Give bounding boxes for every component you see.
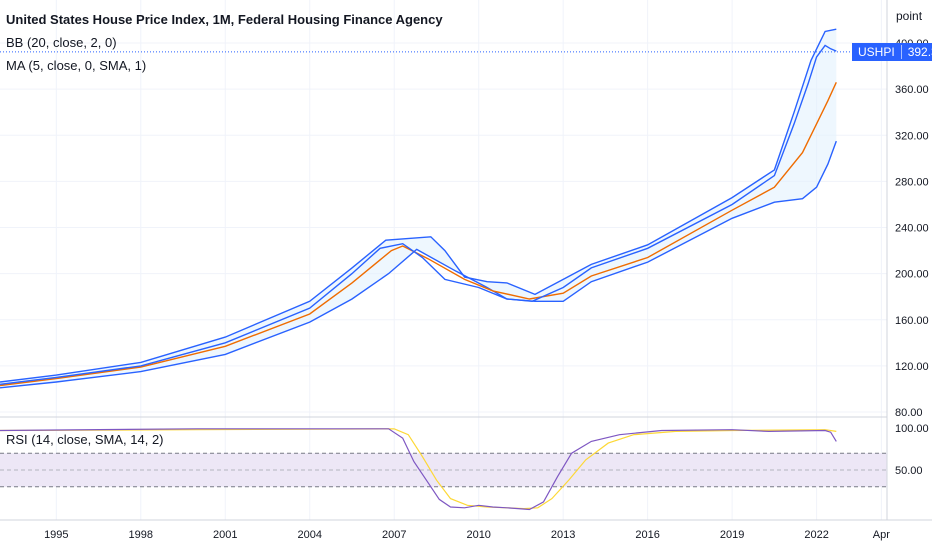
ma-line [0, 82, 837, 387]
bollinger-band-fill [0, 29, 837, 388]
price-tag-symbol: USHPI [852, 44, 902, 59]
x-tick-label: 2019 [720, 529, 744, 541]
y-tick-label: 320.00 [895, 130, 929, 142]
x-tick-label: 1998 [129, 529, 153, 541]
rsi-tick-label: 100.00 [895, 423, 929, 435]
x-tick-label: 2013 [551, 529, 575, 541]
bb-legend[interactable]: BB (20, close, 2, 0) [6, 35, 117, 50]
last-price-tag: USHPI 392.30 [852, 42, 932, 61]
rsi-axis-ticks[interactable]: 50.00 100.00 [895, 423, 929, 477]
price-axis-unit: point [896, 9, 923, 23]
price-line [0, 44, 837, 385]
x-tick-label: 2022 [804, 529, 828, 541]
ma-legend[interactable]: MA (5, close, 0, SMA, 1) [6, 58, 147, 73]
y-tick-label: 80.00 [895, 407, 923, 419]
y-tick-label: 360.00 [895, 84, 929, 96]
bb-upper-line [0, 28, 837, 383]
price-tag-value: 392.30 [907, 44, 932, 59]
y-tick-label: 240.00 [895, 223, 929, 235]
x-tick-label: 2004 [298, 529, 322, 541]
x-tick-label: 1995 [44, 529, 68, 541]
time-axis-ticks[interactable]: 1995 1998 2001 2004 2007 2010 2013 2016 2019 2022… [44, 529, 890, 541]
x-tick-label: 2016 [635, 529, 659, 541]
y-tick-label: 280.00 [895, 176, 929, 188]
y-tick-label: 200.00 [895, 269, 929, 281]
rsi-tick-label: 50.00 [895, 465, 923, 477]
x-tick-label: 2007 [382, 529, 406, 541]
y-tick-label: 160.00 [895, 315, 929, 327]
price-axis-ticks[interactable]: 80.00 120.00 160.00 200.00 240.00 280.00 320.0… [895, 38, 929, 419]
x-tick-label: 2010 [466, 529, 490, 541]
x-tick-label: 2001 [213, 529, 237, 541]
rsi-legend[interactable]: RSI (14, close, SMA, 14, 2) [6, 432, 164, 447]
rsi-line [0, 428, 837, 511]
chart-title[interactable]: United States House Price Index, 1M, Fed… [6, 12, 443, 27]
bb-lower-line [0, 140, 837, 389]
x-tick-label: Apr [873, 529, 890, 541]
y-tick-label: 120.00 [895, 361, 929, 373]
